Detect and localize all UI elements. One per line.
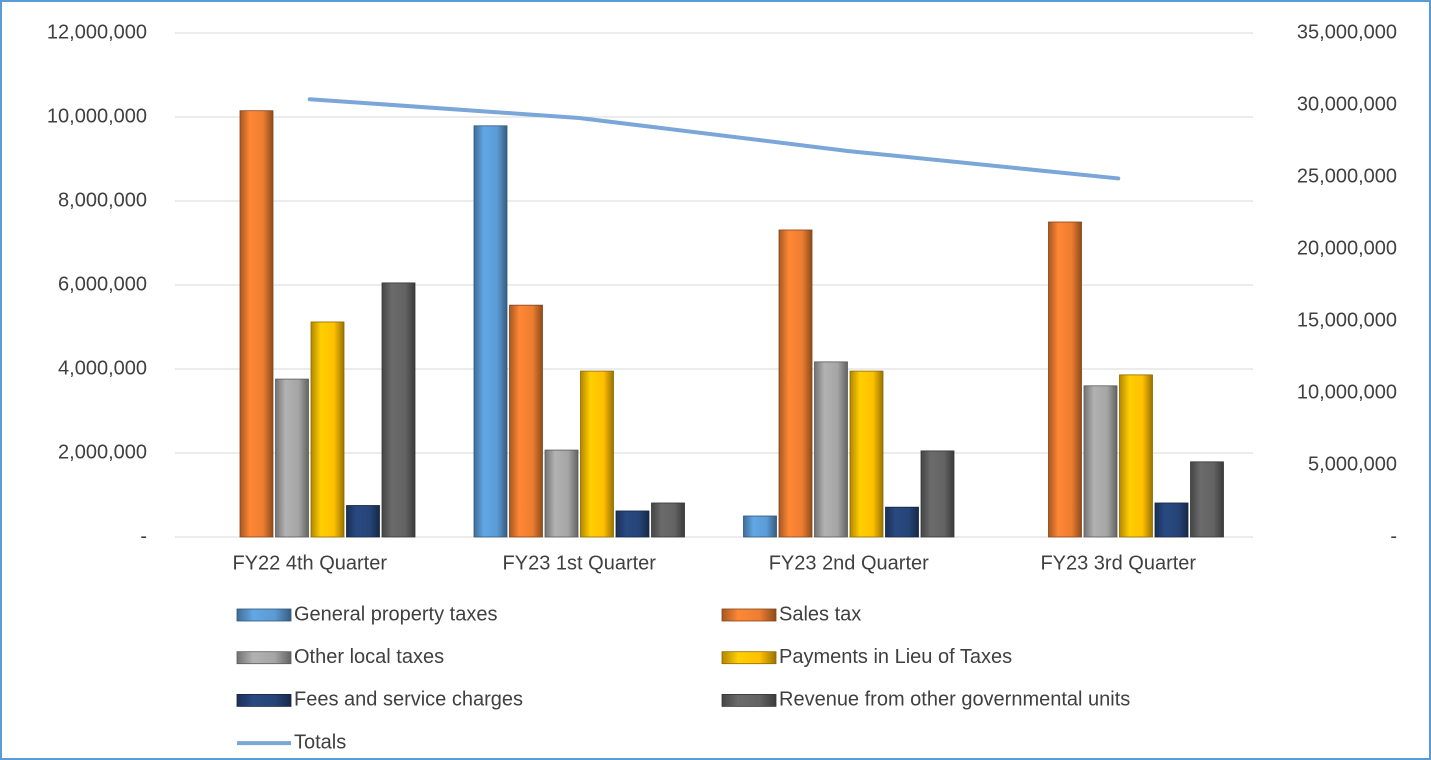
bar [885,506,919,538]
y-tick-label: 4,000,000 [58,357,147,379]
bar [509,304,543,538]
bar [473,125,508,538]
legend-label: Revenue from other governmental units [779,689,1130,711]
bar [615,510,650,538]
y-tick-label: 10,000,000 [47,105,147,127]
bar [814,361,848,538]
legend-label: Fees and service charges [294,689,523,711]
bar [580,370,614,538]
x-tick-label: FY23 3rd Quarter [1040,552,1196,574]
x-tick-label: FY22 4th Quarter [232,552,387,574]
legend-swatch [721,608,777,622]
y-tick-label: 8,000,000 [58,189,147,211]
y2-tick-label: 20,000,000 [1297,237,1397,259]
bar [1119,374,1153,538]
bar [849,370,884,538]
legend-label: Other local taxes [294,646,444,668]
legend-label: Totals [294,731,346,753]
y2-tick-label: 25,000,000 [1297,165,1397,187]
y-tick-label: - [140,525,147,547]
y2-tick-label: 30,000,000 [1297,93,1397,115]
bar [275,378,309,538]
legend-swatch [721,651,777,665]
legend-swatch [236,651,292,665]
y2-tick-label: - [1390,525,1397,547]
line [307,97,1121,181]
y2-tick-label: 10,000,000 [1297,381,1397,403]
legend-label: Sales tax [779,603,861,625]
y-tick-label: 6,000,000 [58,273,147,295]
x-tick-label: FY23 2nd Quarter [769,552,929,574]
bar [1154,502,1189,538]
legend-label: Payments in Lieu of Taxes [779,646,1012,668]
y-tick-label: 2,000,000 [58,441,147,463]
bar [743,515,777,538]
bar [1048,221,1082,538]
bar [651,502,685,538]
bar [920,450,955,538]
y-tick-label: 12,000,000 [47,21,147,43]
bar [381,282,416,538]
bar [346,505,380,538]
bar [544,449,579,538]
legend-swatch [721,694,777,707]
bar [1083,385,1118,538]
legend-swatch [236,608,292,622]
y2-tick-label: 5,000,000 [1308,453,1397,475]
y2-tick-label: 15,000,000 [1297,309,1397,331]
y2-tick-label: 35,000,000 [1297,21,1397,43]
x-tick-label: FY23 1st Quarter [503,552,657,574]
legend-label: General property taxes [294,603,497,625]
bar [310,321,345,538]
bar [778,229,813,538]
bar [1190,461,1224,538]
legend-swatch [236,694,292,707]
bar [239,110,274,538]
